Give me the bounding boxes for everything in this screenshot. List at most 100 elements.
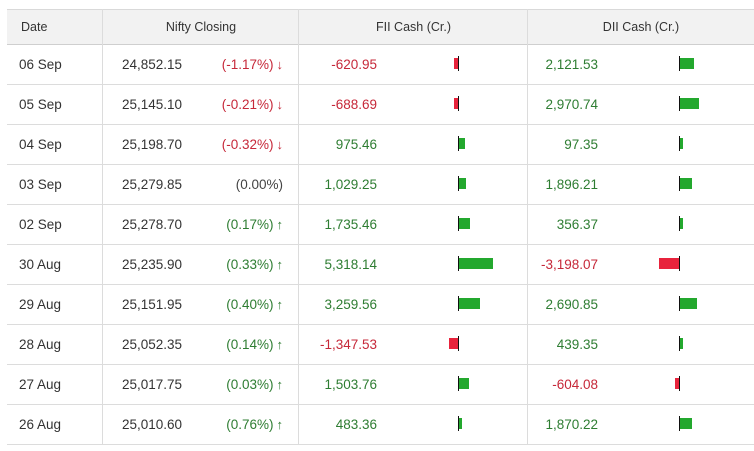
fii-bar-axis bbox=[458, 256, 459, 271]
fii-bar-axis bbox=[458, 216, 459, 231]
table-row[interactable]: 03 Sep 25,279.85 (0.00%) 1,029.25 1,896.21 bbox=[7, 165, 754, 205]
arrow-up-icon: ↑ bbox=[276, 337, 284, 352]
table-row[interactable]: 27 Aug 25,017.75 (0.03%) ↑ 1,503.76 -604.08 bbox=[7, 365, 754, 405]
fii-bar-axis bbox=[458, 96, 459, 111]
column-divider bbox=[102, 9, 103, 445]
nifty-change-cell: (0.76%) ↑ bbox=[187, 405, 283, 444]
header-fii-cash[interactable]: FII Cash (Cr.) bbox=[375, 20, 451, 34]
dii-bar bbox=[675, 378, 679, 389]
table-row[interactable]: 30 Aug 25,235.90 (0.33%) ↑ 5,318.14 -3,198.07 bbox=[7, 245, 754, 285]
date-cell: 05 Sep bbox=[19, 97, 62, 112]
nifty-closing-cell: 25,010.60 bbox=[121, 417, 182, 432]
nifty-closing-cell: 24,852.15 bbox=[121, 57, 182, 72]
nifty-closing-cell: 25,017.75 bbox=[121, 377, 182, 392]
header-nifty-closing[interactable]: Nifty Closing bbox=[165, 20, 237, 34]
dii-bar bbox=[680, 178, 692, 189]
fii-bar bbox=[449, 338, 458, 349]
nifty-closing-cell: 25,151.95 bbox=[121, 297, 182, 312]
column-divider bbox=[298, 9, 299, 445]
fii-bar-axis bbox=[458, 176, 459, 191]
dii-bar bbox=[680, 98, 699, 109]
change-percent: (0.00%) bbox=[235, 177, 283, 192]
fii-bar-axis bbox=[458, 136, 459, 151]
fii-bar bbox=[454, 58, 458, 69]
arrow-up-icon: ↑ bbox=[276, 217, 284, 232]
fii-bar-axis bbox=[458, 336, 459, 351]
table-row[interactable]: 26 Aug 25,010.60 (0.76%) ↑ 483.36 1,870.22 bbox=[7, 405, 754, 445]
fii-bar bbox=[459, 378, 469, 389]
dii-cash-value: 439.35 bbox=[556, 337, 598, 352]
fii-cash-value: 3,259.56 bbox=[324, 297, 377, 312]
nifty-closing-cell: 25,145.10 bbox=[121, 97, 182, 112]
dii-bar bbox=[680, 298, 697, 309]
dii-bar-axis bbox=[679, 176, 680, 191]
dii-bar-axis bbox=[679, 296, 680, 311]
fii-bar bbox=[454, 98, 458, 109]
change-percent: (0.03%) bbox=[226, 377, 274, 392]
fii-cash-value: 1,503.76 bbox=[324, 377, 377, 392]
fii-bar-axis bbox=[458, 376, 459, 391]
dii-bar bbox=[680, 338, 683, 349]
table-row[interactable]: 05 Sep 25,145.10 (-0.21%) ↓ -688.69 2,970.74 bbox=[7, 85, 754, 125]
fii-bar bbox=[459, 298, 480, 309]
change-percent: (0.76%) bbox=[226, 417, 274, 432]
nifty-change-cell: (0.17%) ↑ bbox=[187, 205, 283, 244]
fii-bar-axis bbox=[458, 296, 459, 311]
date-cell: 29 Aug bbox=[19, 297, 62, 312]
table-row[interactable]: 02 Sep 25,278.70 (0.17%) ↑ 1,735.46 356.37 bbox=[7, 205, 754, 245]
header-dii-cash[interactable]: DII Cash (Cr.) bbox=[602, 20, 680, 34]
arrow-up-icon: ↑ bbox=[276, 297, 284, 312]
dii-bar-axis bbox=[679, 256, 680, 271]
fii-cash-value: -1,347.53 bbox=[319, 337, 377, 352]
fii-cash-value: -688.69 bbox=[331, 97, 377, 112]
table-header: Date Nifty Closing FII Cash (Cr.) DII Ca… bbox=[7, 9, 754, 45]
nifty-change-cell: (0.33%) ↑ bbox=[187, 245, 283, 284]
nifty-closing-cell: 25,052.35 bbox=[121, 337, 182, 352]
arrow-down-icon: ↓ bbox=[276, 97, 284, 112]
dii-bar bbox=[680, 218, 683, 229]
date-cell: 28 Aug bbox=[19, 337, 62, 352]
nifty-change-cell: (0.40%) ↑ bbox=[187, 285, 283, 324]
dii-bar-axis bbox=[679, 336, 680, 351]
nifty-change-cell: (0.14%) ↑ bbox=[187, 325, 283, 364]
nifty-closing-cell: 25,235.90 bbox=[121, 257, 182, 272]
date-cell: 03 Sep bbox=[19, 177, 62, 192]
dii-bar-axis bbox=[679, 216, 680, 231]
arrow-up-icon: ↑ bbox=[276, 257, 284, 272]
date-cell: 30 Aug bbox=[19, 257, 62, 272]
fii-cash-value: 1,029.25 bbox=[324, 177, 377, 192]
nifty-change-cell: (-0.21%) ↓ bbox=[187, 85, 283, 124]
change-percent: (-1.17%) bbox=[221, 57, 274, 72]
table-row[interactable]: 28 Aug 25,052.35 (0.14%) ↑ -1,347.53 439.35 bbox=[7, 325, 754, 365]
nifty-change-cell: (0.00%) bbox=[187, 165, 283, 204]
fii-cash-value: 975.46 bbox=[335, 137, 377, 152]
change-percent: (0.33%) bbox=[226, 257, 274, 272]
fii-cash-value: 5,318.14 bbox=[324, 257, 377, 272]
arrow-down-icon: ↓ bbox=[276, 137, 284, 152]
date-cell: 04 Sep bbox=[19, 137, 62, 152]
date-cell: 02 Sep bbox=[19, 217, 62, 232]
fii-bar bbox=[459, 418, 462, 429]
dii-bar bbox=[659, 258, 679, 269]
table-row[interactable]: 29 Aug 25,151.95 (0.40%) ↑ 3,259.56 2,690.85 bbox=[7, 285, 754, 325]
arrow-up-icon: ↑ bbox=[276, 417, 284, 432]
date-cell: 27 Aug bbox=[19, 377, 62, 392]
date-cell: 26 Aug bbox=[19, 417, 62, 432]
dii-cash-value: 97.35 bbox=[564, 137, 598, 152]
dii-cash-value: 2,121.53 bbox=[545, 57, 598, 72]
dii-bar-axis bbox=[679, 96, 680, 111]
header-date[interactable]: Date bbox=[21, 20, 48, 34]
table-row[interactable]: 04 Sep 25,198.70 (-0.32%) ↓ 975.46 97.35 bbox=[7, 125, 754, 165]
table-row[interactable]: 06 Sep 24,852.15 (-1.17%) ↓ -620.95 2,121.53 bbox=[7, 45, 754, 85]
dii-bar bbox=[680, 418, 692, 429]
fii-cash-value: 1,735.46 bbox=[324, 217, 377, 232]
dii-cash-value: 2,970.74 bbox=[545, 97, 598, 112]
dii-cash-value: -604.08 bbox=[552, 377, 598, 392]
fii-bar bbox=[459, 218, 470, 229]
change-percent: (-0.21%) bbox=[221, 97, 274, 112]
dii-cash-value: 356.37 bbox=[556, 217, 598, 232]
dii-cash-value: 1,896.21 bbox=[545, 177, 598, 192]
fii-cash-value: -620.95 bbox=[331, 57, 377, 72]
nifty-closing-cell: 25,279.85 bbox=[121, 177, 182, 192]
